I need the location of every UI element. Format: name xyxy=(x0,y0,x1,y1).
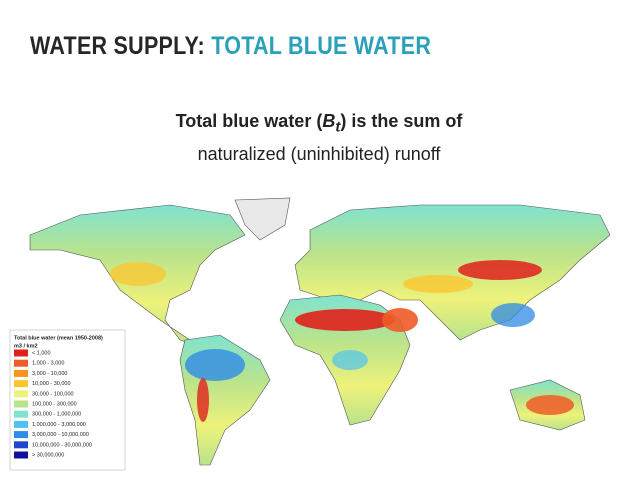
patch xyxy=(332,350,368,370)
legend-swatch xyxy=(14,410,28,418)
legend-box xyxy=(9,329,126,471)
legend-label: > 30,000,000 xyxy=(32,452,64,458)
legend-label: 10,000 - 30,000 xyxy=(32,381,71,387)
patch xyxy=(295,309,395,331)
title-part: TOTAL BLUE WATER xyxy=(211,32,432,60)
patch xyxy=(403,275,473,293)
runoff-patches xyxy=(110,260,574,422)
subtitle: Total blue water (Bt) is the sum of natu… xyxy=(0,108,638,168)
patch xyxy=(491,303,535,327)
symbol: B xyxy=(322,111,336,131)
patch xyxy=(110,262,166,286)
patch xyxy=(197,378,209,422)
legend-label: < 1,000 xyxy=(32,350,51,356)
legend-swatch xyxy=(14,390,28,398)
legend-unit: m3 / km2 xyxy=(14,343,38,349)
title-part: WATER SUPPLY: xyxy=(30,32,205,60)
legend-swatch xyxy=(14,369,28,377)
legend-swatch xyxy=(14,359,28,367)
subtitle-line: Total blue water (Bt) is the sum of xyxy=(0,108,638,141)
legend-label: 300,000 - 1,000,000 xyxy=(32,412,81,418)
patch xyxy=(526,395,574,415)
patch xyxy=(382,308,418,332)
legend-label: 3,000 - 10,000 xyxy=(32,371,67,377)
world-map: Total blue water (mean 1950-2008) m3 / k… xyxy=(9,197,611,471)
legend-swatch xyxy=(14,400,28,408)
legend-swatch xyxy=(14,451,28,459)
subtitle-line: naturalized (uninhibited) runoff xyxy=(197,143,441,164)
text: ) is the sum of xyxy=(340,111,463,131)
legend-swatch xyxy=(14,349,28,357)
greenland xyxy=(234,197,291,241)
patch xyxy=(185,349,245,381)
legend-label: 1,000,000 - 3,000,000 xyxy=(32,422,86,428)
legend-title: Total blue water (mean 1950-2008) xyxy=(14,335,103,341)
symbol-sub: t xyxy=(335,118,341,136)
legend-label: 1,000 - 3,000 xyxy=(32,361,64,367)
text: Total blue water ( xyxy=(175,111,323,131)
legend-swatch xyxy=(14,380,28,388)
legend-swatch xyxy=(14,431,28,439)
legend: Total blue water (mean 1950-2008) m3 / k… xyxy=(9,329,126,471)
patch xyxy=(458,260,542,280)
eurasia xyxy=(294,204,611,341)
legend-label: 30,000 - 100,000 xyxy=(32,391,74,397)
slide-title: WATER SUPPLY: TOTAL BLUE WATER xyxy=(30,32,431,61)
legend-label: 100,000 - 300,000 xyxy=(32,401,77,407)
legend-label: 3,000,000 - 10,000,000 xyxy=(32,432,89,438)
legend-swatch xyxy=(14,441,28,449)
legend-swatch xyxy=(14,420,28,428)
legend-label: 10,000,000 - 30,000,000 xyxy=(32,442,92,448)
